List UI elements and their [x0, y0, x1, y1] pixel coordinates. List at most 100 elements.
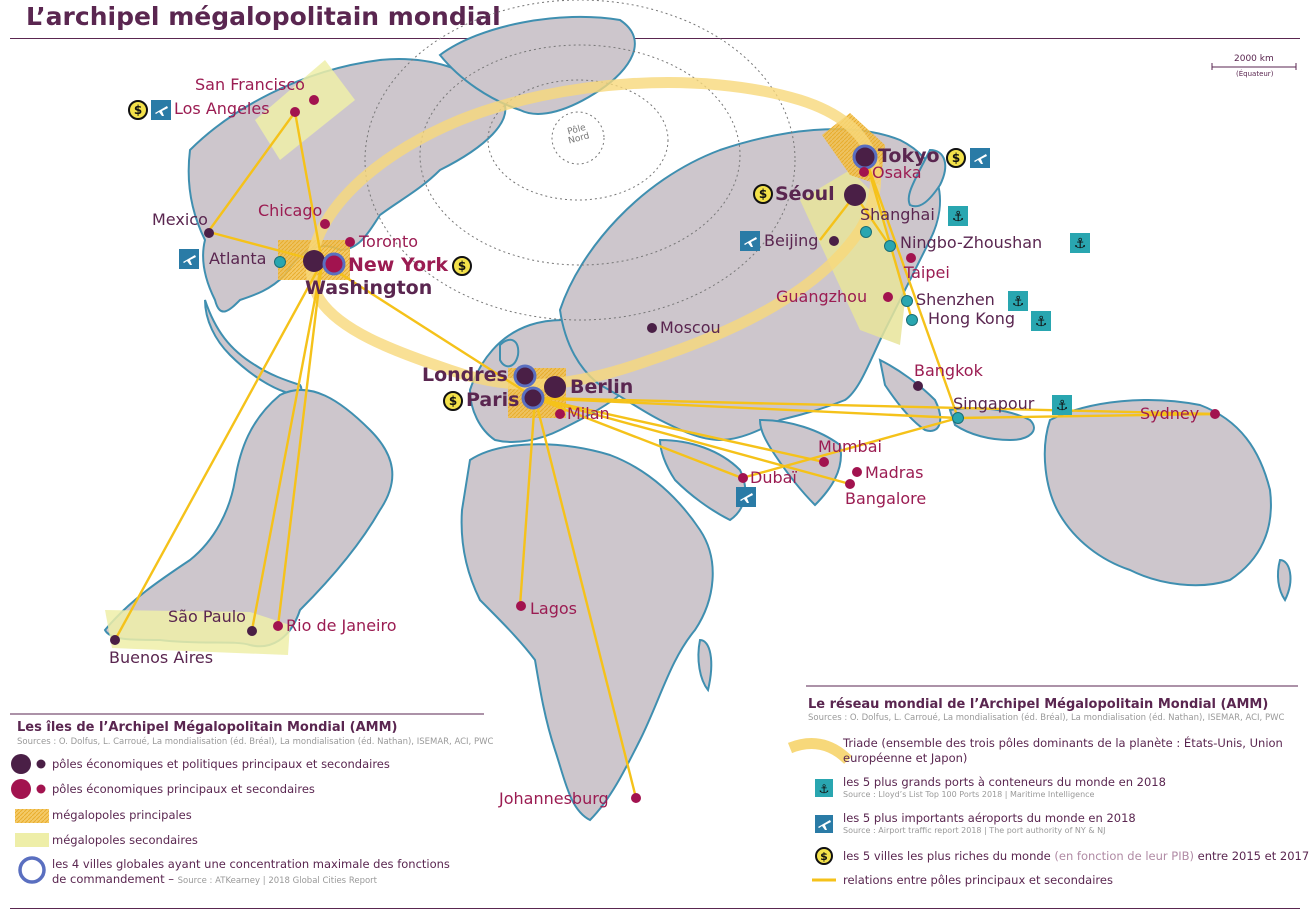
dot-taipei [906, 253, 916, 263]
pole-circles [364, 0, 796, 321]
svg-text:$: $ [134, 103, 142, 117]
land-japan [907, 148, 947, 208]
land-south-america [103, 389, 394, 648]
label-hong-kong: Hong Kong [928, 309, 1015, 328]
label-rio: Rio de Janeiro [286, 616, 397, 635]
dot-guangzhou [883, 292, 893, 302]
label-shenzhen: Shenzhen [916, 290, 995, 309]
label-los-angeles: Los Angeles [174, 99, 270, 118]
legend-ports-src: Source : Lloyd’s List Top 100 Ports 2018… [843, 790, 1095, 799]
dot-londres [513, 364, 537, 388]
dot-mexico [204, 228, 214, 238]
legend-rich-b: (en fonction de leur PIB) [1050, 849, 1194, 863]
dot-milan [555, 409, 565, 419]
dot-beijing [829, 236, 839, 246]
label-lagos: Lagos [530, 599, 577, 618]
dot-seoul [844, 184, 866, 206]
anchor-icon: ⚓ [1070, 233, 1090, 253]
pole-marker [551, 111, 605, 165]
scale-bar [1211, 63, 1297, 70]
dot-rio [273, 621, 283, 631]
legend-left-symbols [11, 754, 49, 884]
legend-eco-pol: pôles économiques et politiques principa… [52, 757, 390, 771]
label-bangkok: Bangkok [914, 361, 983, 380]
legend-rich-a: les 5 villes les plus riches du monde [843, 849, 1051, 863]
legend-left-title: Les îles de l’Archipel Mégalopolitain Mo… [17, 720, 398, 735]
label-chicago: Chicago [258, 201, 323, 220]
legend-global-1: les 4 villes globales ayant une concentr… [52, 857, 450, 871]
megalopolis-tokyo-shanghai [800, 170, 905, 345]
relation-links [113, 111, 1216, 799]
footer-rule [10, 908, 1300, 909]
svg-text:⚓: ⚓ [1074, 236, 1087, 252]
anchor-icon: ⚓ [1031, 311, 1051, 331]
triad-ring [306, 77, 882, 390]
megalopolis-west-coast [255, 60, 355, 160]
label-dubai: Dubaï [750, 468, 797, 487]
label-shanghai: Shanghai [860, 205, 935, 224]
legend-left-sources: Sources : O. Dolfus, L. Carroué, La mond… [17, 737, 494, 747]
money-icon: $ [128, 100, 148, 120]
land-central-america [204, 299, 303, 396]
dot-shanghai [860, 226, 872, 238]
legend-right-symbols: ⚓ $ [787, 738, 852, 882]
dot-singapour [952, 412, 964, 424]
label-washington: Washington [305, 277, 433, 299]
svg-text:$: $ [759, 187, 767, 201]
money-icons: $ $ $ $ $ [128, 100, 966, 411]
dot-dubai [738, 473, 748, 483]
dot-berlin [544, 376, 566, 398]
legend-airports-src: Source : Airport traffic report 2018 | T… [843, 826, 1106, 835]
dot-san-francisco [309, 95, 319, 105]
land-uk [499, 338, 520, 368]
legend-eco: pôles économiques principaux et secondai… [52, 782, 315, 796]
label-guangzhou: Guangzhou [776, 287, 868, 306]
dot-paris [521, 386, 545, 410]
dot-madras [852, 467, 862, 477]
svg-text:⚓: ⚓ [1035, 314, 1048, 330]
anchor-icon: ⚓ [1008, 291, 1028, 311]
label-san-francisco: San Francisco [195, 75, 305, 94]
dot-los-angeles [290, 107, 300, 117]
port-icons: ⚓ ⚓ ⚓ ⚓ ⚓ [948, 206, 1090, 415]
label-bangalore: Bangalore [845, 489, 927, 508]
svg-text:$: $ [820, 850, 828, 863]
dot-sydney [1210, 409, 1220, 419]
dot-bangalore [845, 479, 855, 489]
label-berlin: Berlin [570, 376, 634, 398]
dot-new-york [322, 252, 346, 276]
anchor-icon: ⚓ [948, 206, 968, 226]
dot-shenzhen [901, 295, 913, 307]
svg-text:$: $ [449, 394, 457, 408]
legend-airports: les 5 plus importants aéroports du monde… [843, 811, 1136, 825]
label-atlanta: Atlanta [209, 249, 267, 268]
label-new-york: New York [348, 254, 449, 276]
label-londres: Londres [422, 364, 508, 386]
dot-johannesburg [631, 793, 641, 803]
dot-sao-paulo [247, 626, 257, 636]
land-madagascar [697, 638, 713, 693]
label-tokyo: Tokyo [878, 145, 940, 167]
svg-text:⚓: ⚓ [1012, 294, 1025, 310]
megalopolis-south-america [105, 610, 290, 655]
money-icon: $ [443, 391, 463, 411]
money-icon: $ [946, 148, 966, 168]
dot-chicago [320, 219, 330, 229]
airplane-icon [736, 487, 756, 507]
dot-toronto [345, 237, 355, 247]
svg-text:$: $ [952, 151, 960, 165]
dot-hong-kong [906, 314, 918, 326]
label-sao-paulo: São Paulo [168, 607, 246, 626]
airport-icons [151, 100, 990, 507]
dot-bangkok [913, 381, 923, 391]
label-toronto: Toronto [359, 232, 419, 251]
svg-text:⚓: ⚓ [952, 209, 965, 225]
label-milan: Milan [567, 404, 610, 423]
legend-triad-1: Triade (ensemble des trois pôles dominan… [843, 736, 1283, 750]
label-mumbai: Mumbai [818, 437, 882, 456]
airplane-icon [151, 100, 171, 120]
dot-washington [303, 250, 325, 272]
land-nz [1276, 558, 1292, 602]
label-madras: Madras [865, 463, 924, 482]
